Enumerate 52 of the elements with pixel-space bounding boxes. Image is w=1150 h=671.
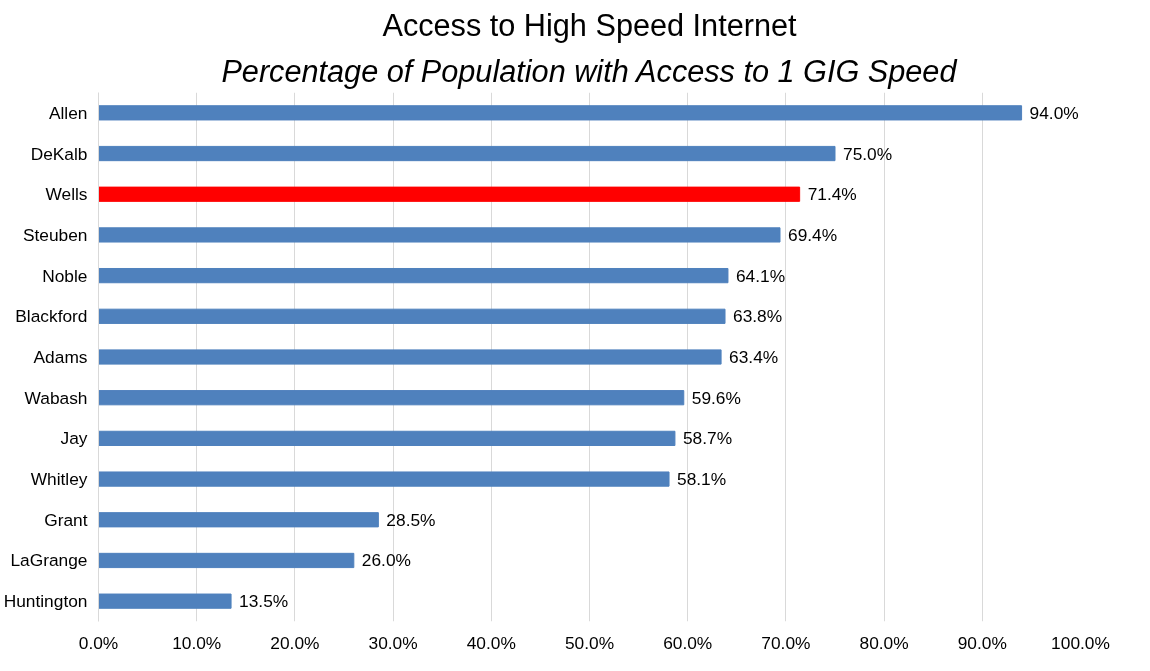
bar [98, 227, 781, 243]
x-tick-label: 60.0% [663, 632, 713, 653]
x-tick-label: 100.0% [1051, 632, 1110, 653]
y-tick-label: Grant [44, 509, 88, 530]
bar [98, 471, 670, 487]
x-tick-label: 30.0% [368, 632, 418, 653]
bar [98, 552, 355, 569]
bar [98, 512, 379, 528]
data-label: 69.4% [788, 224, 838, 245]
y-tick-label: Allen [48, 102, 88, 123]
data-label: 28.5% [386, 509, 436, 530]
x-tick-label: 80.0% [859, 632, 909, 653]
data-label: 58.7% [682, 428, 733, 449]
bar [98, 430, 676, 447]
data-label: 59.6% [691, 387, 741, 408]
x-tick-label: 0.0% [78, 632, 119, 653]
data-label: 13.5% [239, 591, 289, 612]
data-label: 64.1% [735, 265, 786, 286]
y-tick-label: Whitley [30, 469, 88, 490]
y-tick-label: Jay [60, 428, 88, 449]
data-label: 58.1% [677, 469, 727, 490]
y-tick-label: Steuben [22, 224, 88, 245]
x-tick-label: 90.0% [957, 632, 1007, 653]
bar [98, 105, 1023, 121]
data-label: 63.4% [729, 347, 779, 367]
y-tick-label: Blackford [15, 306, 88, 327]
data-label: 94.0% [1029, 102, 1079, 123]
y-tick-label: Adams [33, 347, 88, 367]
data-label: 71.4% [807, 184, 857, 205]
bar [98, 390, 685, 406]
x-tick-label: 10.0% [172, 632, 222, 653]
y-tick-label: Noble [42, 265, 88, 286]
x-tick-label: 20.0% [270, 632, 320, 653]
data-label: 63.8% [733, 306, 783, 327]
bar [98, 349, 722, 365]
y-tick-label: LaGrange [10, 550, 88, 571]
x-tick-label: 50.0% [564, 632, 615, 653]
bar [98, 186, 801, 202]
y-tick-label: DeKalb [30, 143, 88, 164]
y-tick-label: Wabash [24, 387, 88, 408]
x-tick-label: 70.0% [761, 632, 811, 653]
chart-subtitle: Percentage of Population with Access to 1 GIG Speed [221, 53, 958, 89]
y-tick-label: Huntington [3, 591, 88, 612]
data-label: 26.0% [361, 550, 411, 571]
data-label: 75.0% [843, 143, 893, 164]
bar [98, 145, 836, 162]
bar [98, 593, 232, 609]
x-tick-label: 40.0% [466, 632, 516, 653]
chart-title: Access to High Speed Internet [382, 7, 798, 43]
bar [98, 267, 729, 284]
bar [98, 308, 726, 324]
y-tick-label: Wells [45, 184, 88, 205]
